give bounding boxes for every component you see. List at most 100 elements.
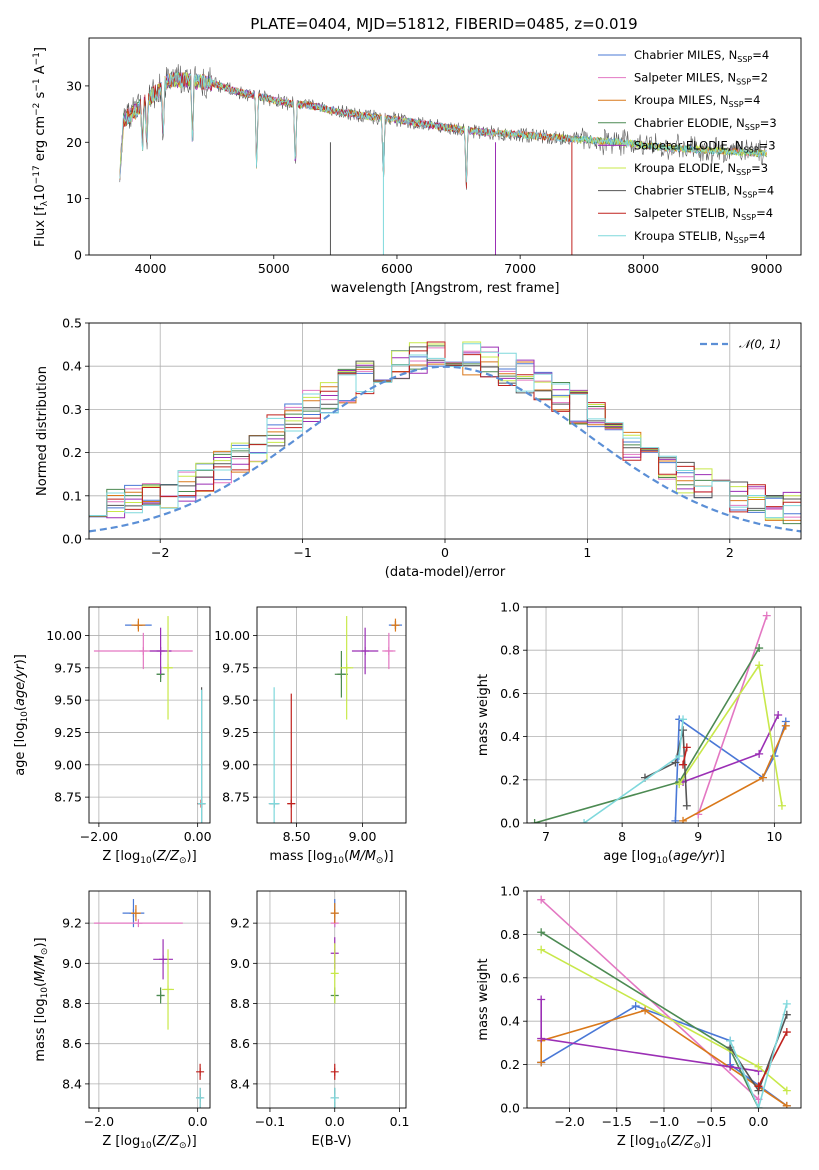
point-marker	[196, 1093, 205, 1102]
x-tick-label: 9000	[751, 261, 783, 276]
x-tick-label: 8.50	[283, 829, 311, 844]
point-marker	[391, 621, 400, 630]
errorbar-point-4	[153, 939, 173, 980]
y-tick-label: 10.00	[214, 628, 250, 643]
point-marker	[755, 749, 764, 758]
legend-label: Chabrier STELIB, NSSP=4	[634, 184, 774, 200]
x-tick-label: 7000	[504, 261, 536, 276]
weight-path	[729, 1003, 788, 1108]
point-marker	[682, 801, 691, 810]
point-marker	[682, 743, 691, 752]
y-tick-label: 8.8	[230, 996, 250, 1011]
x-tick-label: 1	[583, 545, 591, 560]
axes-frame	[88, 37, 802, 256]
y-axis-label: mass weight	[476, 958, 491, 1040]
point-marker	[134, 919, 143, 928]
legend-label: Salpeter ELODIE, NSSP=3	[634, 138, 776, 154]
y-tick-label: 9.75	[54, 660, 82, 675]
x-tick-label: −2	[151, 545, 169, 560]
errorbar-point-7	[330, 1063, 339, 1080]
x-tick-label: 6000	[381, 261, 413, 276]
errorbar-point-2	[391, 618, 400, 632]
y-tick-label: 0.4	[500, 729, 520, 744]
panel-mass-vs-ebv: −0.1 0.0 0.1 8.4 8.6 8.8 9.0 9.2 E(B-V)	[230, 890, 409, 1149]
x-tick-label: 10	[766, 829, 782, 844]
axes-frame	[256, 890, 407, 1109]
errorbar-point-7	[196, 1063, 205, 1080]
y-tick-label: 9.2	[230, 916, 250, 931]
y-tick-label: 8.6	[230, 1036, 250, 1051]
point-marker	[361, 646, 370, 655]
panel-residuals: −2 −1 0 1 2 0.0 0.1 0.2 0.3 0.4 0.5 (data-model)/er…	[35, 316, 802, 580]
x-tick-label: 0.0	[325, 1114, 345, 1129]
errorbar-point-4	[351, 627, 379, 675]
errorbar-point-8	[197, 689, 206, 823]
y-tick-label: 10.00	[46, 628, 82, 643]
plot-area	[268, 616, 403, 823]
y-tick-label: 9.0	[62, 956, 82, 971]
point-marker	[782, 1101, 791, 1108]
point-marker	[287, 799, 296, 808]
y-tick-label: 0.4	[500, 1014, 520, 1029]
point-marker	[726, 1062, 735, 1071]
x-tick-label: −2.0	[84, 1114, 114, 1129]
point-marker	[537, 1058, 546, 1067]
y-tick-label: 1.0	[500, 884, 520, 899]
x-tick-label: −1.5	[602, 1114, 632, 1129]
x-tick-label: −2.00	[80, 829, 118, 844]
legend-label: Salpeter STELIB, NSSP=4	[634, 206, 773, 222]
errorbar-point-2	[130, 905, 141, 922]
plot-area	[93, 616, 206, 823]
point-marker	[330, 1093, 339, 1102]
y-tick-label: 9.2	[62, 916, 82, 931]
weight-line-5	[537, 945, 791, 1095]
y-tick-label: 0.4	[62, 359, 82, 374]
errorbar-point-1	[93, 919, 183, 928]
point-marker	[754, 1082, 763, 1091]
x-axis-label: wavelength [Angstrom, rest frame]	[331, 281, 560, 296]
plot-area	[330, 899, 339, 1108]
y-tick-label: 9.0	[230, 956, 250, 971]
y-axis-label: mass [log10(M/M⊙)]	[33, 937, 50, 1061]
weight-line-7	[754, 1028, 791, 1091]
y-tick-label: 9.00	[54, 757, 82, 772]
weight-path	[583, 719, 684, 823]
point-marker	[754, 1062, 763, 1071]
errorbar-point-5	[163, 616, 173, 720]
panel-weight-vs-Z: −2.0 −1.5 −1.0 −0.5 0.0 0.0 0.2 0.4 0.6 0.8 1.0 Z […	[476, 884, 802, 1151]
point-marker	[330, 909, 339, 918]
x-tick-label: 8	[618, 829, 626, 844]
point-marker	[671, 758, 680, 767]
x-axis-label: Z [log10(Z/Z⊙)]	[617, 1134, 711, 1151]
y-tick-label: 8.4	[230, 1076, 250, 1091]
legend-label: Salpeter MILES, NSSP=2	[634, 71, 768, 87]
point-marker	[641, 1006, 650, 1015]
weight-line-1	[694, 611, 771, 819]
y-tick-label: 0.1	[62, 488, 82, 503]
y-tick-label: 9.75	[222, 660, 250, 675]
spectrum-line-8	[119, 71, 767, 183]
y-tick-label: 8.4	[62, 1076, 82, 1091]
y-axis-label: mass weight	[476, 674, 491, 756]
point-marker	[675, 752, 684, 761]
point-marker	[782, 999, 791, 1008]
point-marker	[671, 816, 680, 823]
point-marker	[139, 646, 148, 655]
point-marker	[754, 1104, 763, 1108]
y-axis-label: Normed distribution	[35, 366, 50, 496]
weight-line-3	[537, 928, 763, 1108]
x-tick-label: 9.00	[349, 829, 377, 844]
legend-label: Kroupa STELIB, NSSP=4	[634, 229, 765, 245]
point-marker	[131, 909, 140, 918]
y-tick-label: 8.6	[62, 1036, 82, 1051]
x-tick-label: 0.0	[188, 1114, 208, 1129]
point-marker	[675, 780, 684, 789]
point-marker	[342, 663, 351, 672]
errorbar-point-8	[330, 1087, 339, 1108]
y-tick-label: 0	[74, 248, 82, 263]
weight-path	[757, 1031, 788, 1087]
point-marker	[537, 928, 546, 937]
errorbar-point-3	[156, 987, 165, 1004]
y-tick-label: 1.0	[500, 600, 520, 615]
